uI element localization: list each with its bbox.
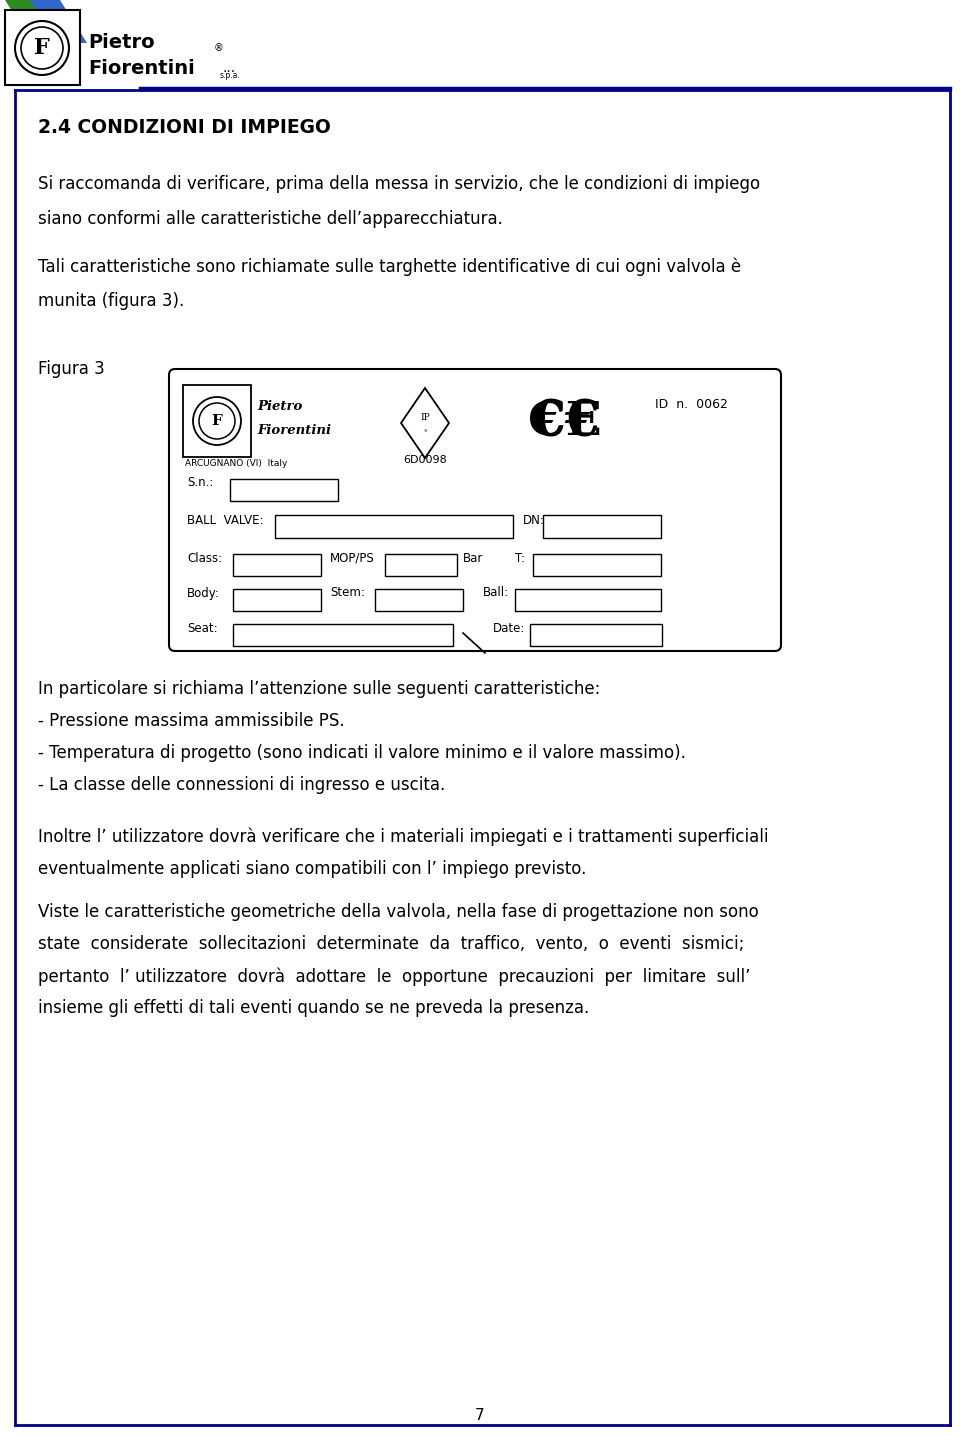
- Bar: [233, 589, 321, 610]
- Text: DN:: DN:: [523, 514, 545, 527]
- Bar: [375, 589, 463, 610]
- Polygon shape: [30, 0, 87, 43]
- Text: s.p.a.: s.p.a.: [220, 70, 241, 79]
- Bar: [233, 625, 453, 646]
- Bar: [5, 10, 80, 85]
- Text: pertanto  l’ utilizzatore  dovrà  adottare  le  opportune  precauzioni  per  lim: pertanto l’ utilizzatore dovrà adottare …: [38, 966, 751, 985]
- Text: siano conformi alle caratteristiche dell’apparecchiatura.: siano conformi alle caratteristiche dell…: [38, 210, 503, 228]
- Text: F: F: [211, 414, 223, 428]
- Text: Fiorentini: Fiorentini: [88, 59, 195, 78]
- Bar: [515, 589, 661, 610]
- Text: ID  n.  0062: ID n. 0062: [655, 399, 728, 412]
- Text: Ball:: Ball:: [483, 586, 509, 599]
- Text: - La classe delle connessioni di ingresso e uscita.: - La classe delle connessioni di ingress…: [38, 775, 445, 794]
- Text: 6D0098: 6D0098: [403, 455, 446, 465]
- Text: Pietro: Pietro: [257, 401, 302, 414]
- Text: 2.4 CONDIZIONI DI IMPIEGO: 2.4 CONDIZIONI DI IMPIEGO: [38, 118, 331, 136]
- Text: state  considerate  sollecitazioni  determinate  da  traffico,  vento,  o  event: state considerate sollecitazioni determi…: [38, 935, 744, 954]
- Bar: [385, 554, 457, 576]
- Text: - Temperatura di progetto (sono indicati il valore minimo e il valore massimo).: - Temperatura di progetto (sono indicati…: [38, 744, 685, 763]
- Text: 7: 7: [475, 1407, 485, 1423]
- Bar: [530, 625, 662, 646]
- Text: IP: IP: [420, 414, 430, 422]
- FancyBboxPatch shape: [169, 369, 781, 651]
- Text: F: F: [35, 37, 50, 59]
- Text: Seat:: Seat:: [187, 622, 218, 635]
- Text: ®: ®: [214, 43, 224, 53]
- Text: eventualmente applicati siano compatibili con l’ impiego previsto.: eventualmente applicati siano compatibil…: [38, 860, 587, 877]
- Bar: [543, 516, 661, 538]
- Text: Si raccomanda di verificare, prima della messa in servizio, che le condizioni di: Si raccomanda di verificare, prima della…: [38, 175, 760, 192]
- Text: Bar: Bar: [463, 551, 484, 564]
- Text: €€: €€: [530, 399, 600, 448]
- Text: munita (figura 3).: munita (figura 3).: [38, 292, 184, 310]
- Text: insieme gli effetti di tali eventi quando se ne preveda la presenza.: insieme gli effetti di tali eventi quand…: [38, 999, 589, 1017]
- Text: Figura 3: Figura 3: [38, 360, 105, 378]
- Text: Class:: Class:: [187, 551, 222, 564]
- Bar: [533, 554, 661, 576]
- Bar: [230, 480, 338, 501]
- Text: Fiorentini: Fiorentini: [257, 425, 331, 438]
- Text: S.n.:: S.n.:: [187, 477, 213, 490]
- Text: ...: ...: [223, 60, 236, 75]
- Text: Body:: Body:: [187, 586, 220, 599]
- Text: °: °: [423, 429, 427, 437]
- Text: Stem:: Stem:: [330, 586, 365, 599]
- Text: Pietro: Pietro: [88, 33, 155, 52]
- Text: In particolare si richiama l’attenzione sulle seguenti caratteristiche:: In particolare si richiama l’attenzione …: [38, 681, 600, 698]
- Text: T:: T:: [515, 551, 525, 564]
- Text: Inoltre l’ utilizzatore dovrà verificare che i materiali impiegati e i trattamen: Inoltre l’ utilizzatore dovrà verificare…: [38, 829, 769, 846]
- Text: CE: CE: [528, 401, 602, 447]
- Bar: [275, 516, 513, 538]
- Text: Tali caratteristiche sono richiamate sulle targhette identificative di cui ogni : Tali caratteristiche sono richiamate sul…: [38, 258, 741, 277]
- Text: Date:: Date:: [493, 622, 525, 635]
- Text: BALL  VALVE:: BALL VALVE:: [187, 514, 263, 527]
- Bar: [183, 385, 251, 457]
- Polygon shape: [5, 0, 62, 43]
- Bar: [233, 554, 321, 576]
- Text: Viste le caratteristiche geometriche della valvola, nella fase di progettazione : Viste le caratteristiche geometriche del…: [38, 903, 758, 920]
- Text: - Pressione massima ammissibile PS.: - Pressione massima ammissibile PS.: [38, 712, 345, 729]
- Text: ARCUGNANO (VI)  Italy: ARCUGNANO (VI) Italy: [185, 458, 287, 468]
- Text: MOP/PS: MOP/PS: [330, 551, 374, 564]
